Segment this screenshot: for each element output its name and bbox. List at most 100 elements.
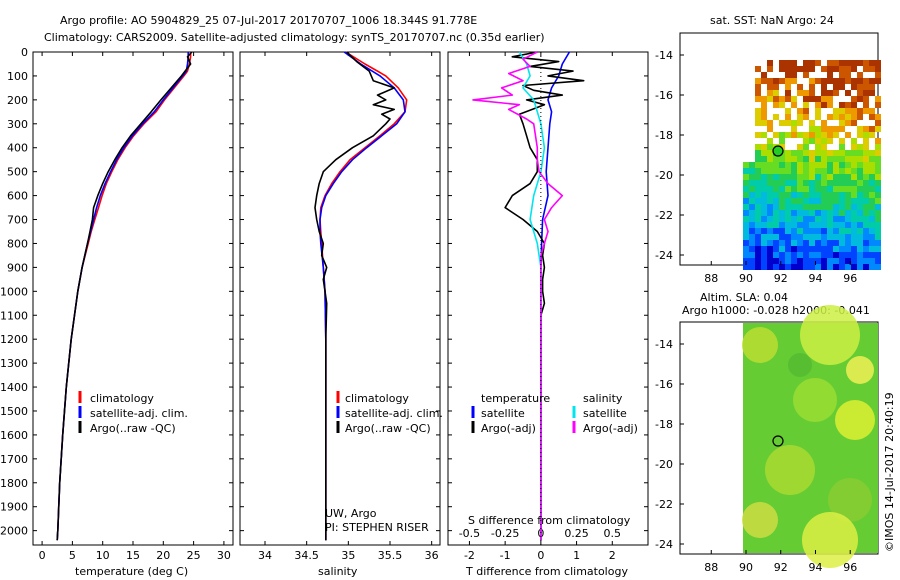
sst-cell — [749, 174, 755, 180]
sst-cell — [785, 204, 791, 210]
sst-cell — [839, 84, 845, 90]
sst-cell — [749, 264, 755, 270]
s-tick-label: -0.25 — [491, 527, 519, 540]
sst-cell — [851, 102, 857, 108]
sst-cell — [773, 246, 779, 252]
sst-cell — [845, 258, 851, 264]
sst-cell — [749, 210, 755, 216]
sst-cell — [785, 162, 791, 168]
sst-cell — [743, 180, 749, 186]
sst-cell — [761, 228, 767, 234]
sst-cell — [761, 144, 767, 150]
sst-cell — [821, 78, 827, 84]
depth-tick-label: 1100 — [0, 309, 28, 322]
sst-cell — [791, 234, 797, 240]
sst-cell — [755, 264, 761, 270]
sst-cell — [845, 210, 851, 216]
sst-cell — [791, 246, 797, 252]
difference-panel: -2 -1 0 1 2 -0.5 -0.25 0 0.25 0.5 S difference f… — [447, 51, 649, 578]
sst-cell — [845, 204, 851, 210]
sst-cell — [773, 216, 779, 222]
salinity-lines — [314, 51, 408, 541]
sst-cell — [845, 150, 851, 156]
sst-cell — [803, 186, 809, 192]
sst-cell — [863, 96, 869, 102]
sst-cell — [857, 180, 863, 186]
sst-cell — [839, 108, 845, 114]
sst-cell — [797, 132, 803, 138]
sst-cell — [833, 174, 839, 180]
depth-tick-label: 1600 — [0, 429, 28, 442]
sst-cell — [845, 186, 851, 192]
sst-cell — [755, 150, 761, 156]
sst-cell — [827, 72, 833, 78]
salinity-panel-frame — [239, 51, 441, 546]
sst-cell — [803, 198, 809, 204]
sst-cell — [827, 138, 833, 144]
legend-t-argo-label: Argo(-adj) — [481, 422, 536, 435]
sst-cell — [851, 246, 857, 252]
sst-cell — [869, 258, 875, 264]
sst-cell — [839, 234, 845, 240]
sst-cell — [875, 264, 881, 270]
sst-cell — [791, 102, 797, 108]
sst-cell — [797, 156, 803, 162]
sst-cell — [797, 84, 803, 90]
sst-cell — [773, 162, 779, 168]
sst-cell — [803, 246, 809, 252]
sst-cell — [803, 144, 809, 150]
sst-cell — [749, 240, 755, 246]
sst-cell — [869, 78, 875, 84]
sst-cell — [785, 96, 791, 102]
sst-cell — [839, 114, 845, 120]
sst-cell — [815, 264, 821, 270]
sst-cell — [869, 246, 875, 252]
sst-cell — [833, 192, 839, 198]
sst-cell — [845, 90, 851, 96]
sst-cell — [857, 90, 863, 96]
lat-tick-label: -18 — [655, 418, 673, 431]
sst-cell — [857, 60, 863, 66]
sst-cell — [815, 162, 821, 168]
depth-tick-label: 2000 — [0, 525, 28, 538]
sst-cell — [791, 186, 797, 192]
sst-cell — [827, 234, 833, 240]
sst-cell — [803, 240, 809, 246]
sst-cell — [785, 66, 791, 72]
sst-cell — [761, 96, 767, 102]
x-tick-label: -2 — [464, 549, 475, 562]
sst-cell — [809, 132, 815, 138]
sst-cell — [791, 264, 797, 270]
sst-cell — [773, 174, 779, 180]
s-tick-label: 0.5 — [604, 527, 622, 540]
sst-cell — [845, 108, 851, 114]
sst-cell — [833, 228, 839, 234]
sst-cell — [821, 144, 827, 150]
sst-cell — [767, 162, 773, 168]
sst-cell — [815, 114, 821, 120]
sst-cell — [743, 210, 749, 216]
sst-cell — [743, 162, 749, 168]
sst-cell — [869, 84, 875, 90]
sst-cell — [809, 96, 815, 102]
sst-cell — [797, 108, 803, 114]
sst-cell — [761, 72, 767, 78]
sst-cell — [851, 66, 857, 72]
sst-cell — [833, 66, 839, 72]
sst-cell — [863, 108, 869, 114]
sst-cell — [791, 174, 797, 180]
sst-cell — [875, 246, 881, 252]
sst-cell — [845, 72, 851, 78]
series-line — [540, 51, 571, 541]
sst-cell — [857, 168, 863, 174]
sst-cell — [755, 174, 761, 180]
sst-cell — [761, 174, 767, 180]
sst-cell — [803, 132, 809, 138]
depth-tick-label: 1400 — [0, 381, 28, 394]
temperature-panel: 0 5 10 15 20 25 30 temperature (deg C) climato… — [32, 51, 234, 578]
sst-cell — [749, 180, 755, 186]
sst-cell — [827, 96, 833, 102]
sst-cell — [821, 180, 827, 186]
sst-cell — [755, 210, 761, 216]
lat-tick-label: -14 — [655, 49, 673, 62]
